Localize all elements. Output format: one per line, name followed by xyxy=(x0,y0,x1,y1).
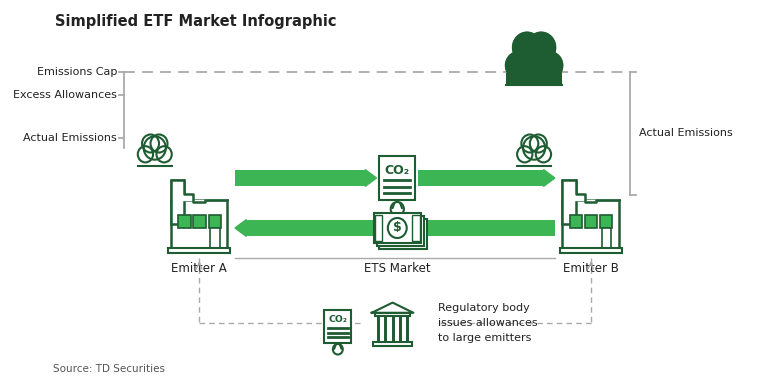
Bar xyxy=(570,215,582,228)
Text: CO₂: CO₂ xyxy=(328,315,347,325)
Circle shape xyxy=(536,146,551,162)
Bar xyxy=(171,200,227,248)
Circle shape xyxy=(513,33,541,62)
Bar xyxy=(418,170,544,186)
Text: CO₂: CO₂ xyxy=(385,163,410,176)
Bar xyxy=(373,342,412,346)
Polygon shape xyxy=(372,302,413,313)
Polygon shape xyxy=(235,220,246,236)
Bar xyxy=(171,180,184,224)
Bar xyxy=(209,215,221,228)
Bar xyxy=(246,220,377,236)
FancyBboxPatch shape xyxy=(377,216,424,246)
Bar xyxy=(562,180,576,224)
Bar xyxy=(235,170,365,186)
Text: ETS Market: ETS Market xyxy=(364,262,430,275)
Bar xyxy=(600,215,612,228)
Bar xyxy=(375,313,410,316)
Bar xyxy=(375,215,382,241)
Circle shape xyxy=(144,136,166,160)
Circle shape xyxy=(506,52,531,79)
Text: $: $ xyxy=(393,222,402,234)
Text: Actual Emissions: Actual Emissions xyxy=(639,128,732,138)
Polygon shape xyxy=(562,180,619,202)
Circle shape xyxy=(516,35,553,74)
Bar xyxy=(210,228,220,248)
Circle shape xyxy=(156,146,172,162)
Circle shape xyxy=(521,135,538,152)
Circle shape xyxy=(530,135,547,152)
Text: Excess Allowances: Excess Allowances xyxy=(13,90,117,100)
Circle shape xyxy=(527,33,555,62)
Circle shape xyxy=(517,146,532,162)
Bar xyxy=(560,248,622,253)
Circle shape xyxy=(150,135,168,152)
FancyBboxPatch shape xyxy=(373,213,421,243)
Text: Simplified ETF Market Infographic: Simplified ETF Market Infographic xyxy=(55,14,336,29)
Text: Emissions Cap: Emissions Cap xyxy=(37,67,117,77)
Polygon shape xyxy=(544,169,555,187)
Bar xyxy=(324,309,351,342)
Bar xyxy=(168,248,230,253)
Bar xyxy=(585,215,598,228)
Bar xyxy=(602,228,611,248)
Bar xyxy=(506,73,562,85)
Bar xyxy=(380,156,415,200)
Circle shape xyxy=(537,52,562,79)
Bar xyxy=(418,220,555,236)
Bar xyxy=(562,200,619,248)
Bar xyxy=(413,215,420,241)
Text: Emitter B: Emitter B xyxy=(563,262,618,275)
Polygon shape xyxy=(365,169,377,187)
Bar xyxy=(517,159,551,166)
Bar xyxy=(193,215,206,228)
FancyBboxPatch shape xyxy=(380,219,427,249)
Polygon shape xyxy=(171,180,227,202)
Circle shape xyxy=(523,136,545,160)
Bar xyxy=(179,215,191,228)
Circle shape xyxy=(138,146,153,162)
Circle shape xyxy=(142,135,159,152)
Text: Source: TD Securities: Source: TD Securities xyxy=(53,364,165,374)
Text: Actual Emissions: Actual Emissions xyxy=(23,133,117,143)
Text: Regulatory body
issues allowances
to large emitters: Regulatory body issues allowances to lar… xyxy=(438,303,537,343)
Text: Emitter A: Emitter A xyxy=(171,262,227,275)
Bar xyxy=(138,159,172,166)
